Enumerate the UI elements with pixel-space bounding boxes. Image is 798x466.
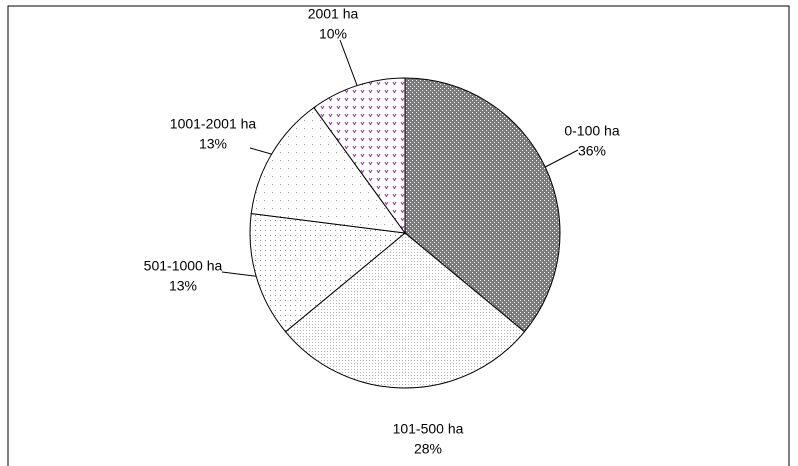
slice-value-label: 36% [578, 143, 606, 159]
pie-slice [250, 106, 407, 234]
chart-frame [7, 5, 790, 466]
leader-line [249, 147, 272, 155]
slice-value-label: 13% [199, 136, 227, 152]
slice-label: 0-100 ha [564, 123, 619, 139]
leader-line [221, 271, 257, 277]
slice-value-label: 13% [169, 278, 197, 294]
pie-slice [249, 213, 407, 333]
slice-label: 101-500 ha [393, 421, 464, 437]
slice-label: 2001 ha [308, 6, 359, 22]
slice-label: 1001-2001 ha [170, 116, 257, 132]
slice-value-label: 10% [319, 26, 347, 42]
leader-line [339, 39, 358, 86]
slice-value-label: 28% [414, 441, 442, 457]
slice-label: 501-1000 ha [144, 258, 223, 274]
pie-slice [284, 232, 526, 389]
leader-line [545, 149, 579, 168]
